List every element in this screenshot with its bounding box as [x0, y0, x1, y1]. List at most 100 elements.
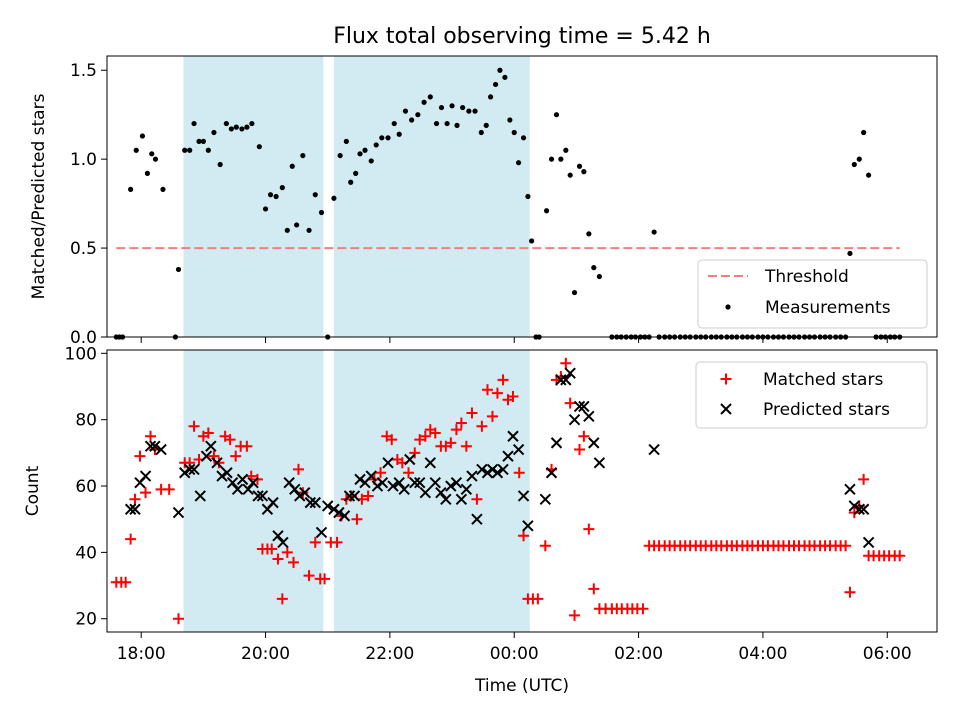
shaded-interval	[183, 56, 324, 337]
predicted-point	[322, 500, 334, 512]
measurement-point	[415, 112, 421, 118]
measurement-point	[228, 126, 234, 132]
predicted-point	[460, 483, 473, 496]
measurement-point	[191, 120, 197, 127]
measurement-point	[312, 192, 318, 198]
matched-point	[414, 434, 426, 446]
x-tick-label: 00:00	[490, 644, 539, 664]
top-panel: 0.0 0.5 1.0 1.5 Matched/Predicted stars Thr…	[29, 55, 938, 348]
predicted-point	[507, 430, 519, 442]
matched-point	[532, 593, 544, 605]
measurement-point	[507, 117, 513, 123]
measurement-point	[586, 231, 592, 237]
measurement-point	[563, 147, 569, 153]
measurement-point	[651, 229, 657, 235]
matched-point	[375, 467, 387, 479]
measurement-point	[497, 67, 503, 73]
matched-point	[445, 437, 457, 449]
measurement-point	[460, 104, 466, 111]
bottom-legend: Matched stars Predicted stars	[695, 361, 928, 429]
y-tick-label: 1.5	[70, 61, 97, 81]
x-tick-label: 18:00	[117, 644, 166, 664]
measurement-points	[113, 67, 903, 340]
bottom-x-ticks: 18:00 20:00 22:00 00:00 02:00 04:00 06:00	[117, 632, 912, 664]
matched-point	[583, 523, 595, 535]
matched-point	[145, 430, 157, 442]
predicted-point	[365, 470, 377, 482]
measurement-point	[152, 156, 159, 162]
matched-point	[569, 609, 581, 621]
predicted-point	[573, 400, 586, 413]
measurement-point	[454, 122, 460, 128]
measurement-point	[444, 120, 450, 127]
measurement-point	[591, 265, 597, 271]
matched-point	[560, 357, 572, 369]
predicted-point	[221, 467, 233, 479]
top-shaded-intervals	[183, 56, 530, 337]
predicted-point	[338, 510, 351, 522]
predicted-point	[545, 467, 558, 479]
measurement-point	[449, 103, 455, 109]
matched-point	[513, 467, 525, 479]
top-y-ticks: 0.0 0.5 1.0 1.5	[70, 61, 107, 348]
matched-point	[319, 573, 331, 585]
legend-matched-swatch	[720, 373, 732, 385]
measurement-point	[353, 170, 359, 176]
matched-point	[574, 444, 586, 456]
matched-point	[564, 397, 576, 409]
predicted-point	[550, 437, 563, 449]
predicted-point	[648, 443, 660, 456]
predicted-point	[315, 526, 328, 539]
matched-point	[140, 487, 152, 499]
x-tick-label: 04:00	[738, 644, 787, 664]
predicted-point	[862, 536, 875, 549]
matched-point	[224, 434, 236, 446]
measurement-point	[488, 94, 494, 100]
predicted-point	[593, 457, 606, 469]
x-tick-label: 02:00	[614, 644, 663, 664]
predicted-point	[539, 493, 552, 506]
matched-point	[125, 533, 137, 545]
predicted-point	[256, 490, 269, 502]
predicted-point	[450, 476, 463, 489]
predicted-point	[560, 374, 572, 386]
measurement-point	[233, 124, 239, 130]
predicted-point	[404, 453, 416, 466]
y-tick-label: 40	[75, 543, 97, 563]
measurement-point	[847, 250, 853, 257]
x-tick-label: 06:00	[863, 644, 912, 664]
predicted-point	[179, 467, 191, 479]
predicted-point	[414, 476, 426, 489]
matched-point	[481, 384, 493, 396]
predicted-point	[252, 490, 264, 502]
top-axes-frame	[106, 55, 938, 338]
matched-point	[331, 536, 343, 548]
predicted-point	[564, 367, 576, 379]
predicted-point	[517, 490, 530, 502]
legend-threshold-label: Threshold	[764, 267, 849, 287]
measurement-point	[306, 227, 312, 233]
matched-point	[266, 543, 278, 555]
matched-point	[486, 410, 498, 422]
matched-point	[172, 613, 184, 625]
predicted-point	[435, 486, 447, 499]
matched-point	[518, 530, 530, 542]
measurement-point	[515, 160, 522, 166]
predicted-point	[200, 450, 213, 462]
matched-point	[230, 450, 242, 462]
matched-point	[409, 447, 421, 459]
predicted-point	[455, 493, 468, 506]
measurement-point	[548, 156, 555, 162]
legend-measurement-label: Measurements	[765, 298, 891, 318]
predicted-point	[139, 470, 152, 482]
measurement-point	[160, 186, 166, 192]
predicted-point	[304, 496, 317, 509]
measurement-point	[433, 120, 440, 127]
predicted-point	[486, 463, 499, 476]
matched-point	[419, 430, 431, 442]
measurement-point	[244, 124, 250, 130]
measurement-point	[205, 147, 211, 153]
predicted-point	[216, 470, 228, 482]
predicted-point	[272, 530, 284, 542]
matched-point	[276, 593, 288, 605]
